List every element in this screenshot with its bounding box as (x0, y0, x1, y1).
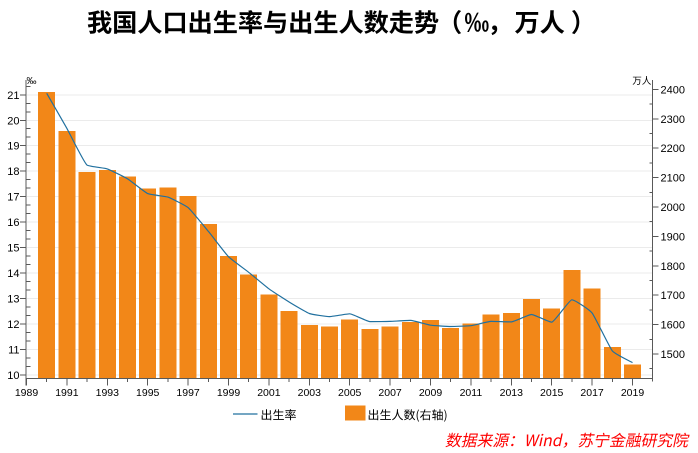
svg-text:1500: 1500 (661, 349, 685, 361)
svg-text:2001: 2001 (257, 387, 281, 399)
svg-text:2200: 2200 (661, 143, 685, 155)
svg-text:2015: 2015 (540, 387, 564, 399)
svg-text:1997: 1997 (176, 387, 200, 399)
svg-text:1995: 1995 (136, 387, 160, 399)
svg-text:21: 21 (7, 90, 19, 102)
svg-text:2013: 2013 (500, 387, 524, 399)
svg-text:14: 14 (7, 268, 19, 280)
svg-text:1993: 1993 (96, 387, 120, 399)
svg-text:13: 13 (7, 294, 19, 306)
svg-text:17: 17 (7, 192, 19, 204)
svg-text:2003: 2003 (298, 387, 322, 399)
svg-text:1900: 1900 (661, 231, 685, 243)
svg-text:1600: 1600 (661, 320, 685, 332)
svg-text:1999: 1999 (217, 387, 241, 399)
svg-text:2019: 2019 (621, 387, 645, 399)
svg-text:1700: 1700 (661, 290, 685, 302)
svg-text:11: 11 (8, 344, 19, 356)
svg-text:20: 20 (7, 115, 19, 127)
svg-text:2007: 2007 (378, 387, 402, 399)
svg-text:19: 19 (7, 141, 19, 153)
svg-text:18: 18 (7, 166, 19, 178)
svg-text:2400: 2400 (661, 84, 685, 96)
svg-text:10: 10 (7, 370, 19, 382)
svg-text:2005: 2005 (338, 387, 362, 399)
svg-text:1989: 1989 (15, 387, 39, 399)
svg-text:15: 15 (7, 243, 19, 255)
svg-text:2017: 2017 (580, 387, 604, 399)
svg-text:2300: 2300 (661, 114, 685, 126)
svg-text:2000: 2000 (661, 202, 685, 214)
svg-text:2011: 2011 (460, 387, 483, 399)
svg-text:12: 12 (7, 319, 19, 331)
svg-text:‰: ‰ (27, 76, 37, 87)
svg-text:2100: 2100 (661, 173, 685, 185)
svg-text:1800: 1800 (661, 261, 685, 273)
svg-text:16: 16 (7, 217, 19, 229)
svg-text:1991: 1991 (55, 387, 79, 399)
svg-text:2009: 2009 (419, 387, 443, 399)
